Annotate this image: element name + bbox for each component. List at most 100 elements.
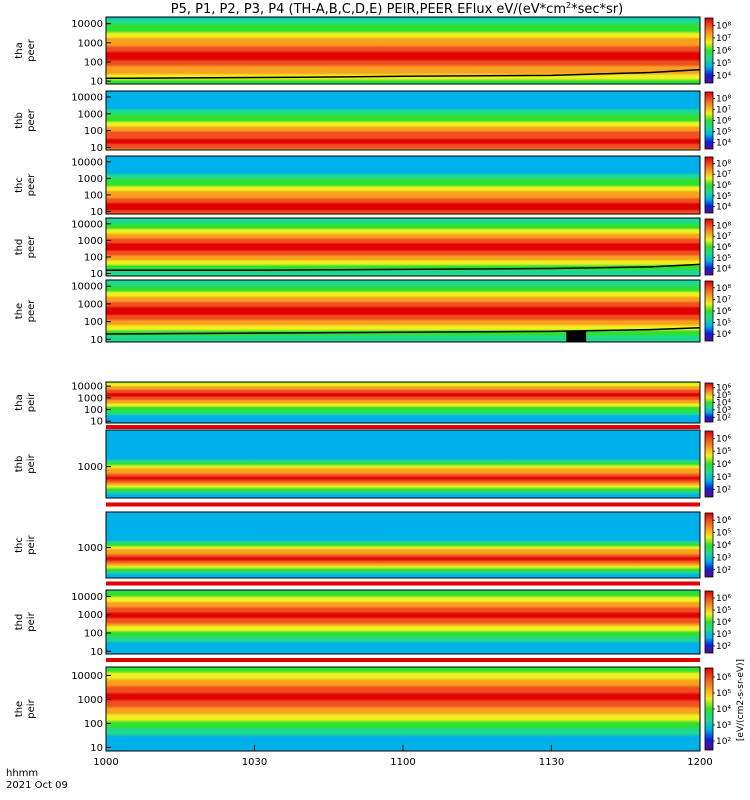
colorbar-tick-label: 10⁶ [716, 384, 731, 394]
y-tick-label: 10000 [71, 157, 103, 168]
title-superscript: 2 [566, 1, 571, 10]
x-tick-label: 1000 [93, 757, 118, 768]
colorbar-tick-label: 10³ [716, 473, 731, 483]
colorbar-tick-label: 10⁸ [716, 95, 731, 105]
x-tick-label: 1130 [539, 757, 564, 768]
y-tick-label: 10 [90, 77, 103, 88]
y-tick-label: 10000 [71, 19, 103, 30]
y-tick-label: 1000 [78, 174, 103, 185]
panel-probe-label: tha [14, 42, 25, 58]
spectrogram-thc-peir [106, 512, 700, 578]
colorbar-tick-label: 10⁴ [716, 139, 731, 149]
y-tick-label: 10 [90, 143, 103, 154]
colorbar-tick-label: 10³ [716, 553, 731, 563]
panel-probe-label: thd [14, 239, 25, 256]
panel-frame [105, 90, 701, 151]
spectrogram-the-peir [106, 667, 700, 751]
colorbar-tick-label: 10⁸ [716, 159, 731, 169]
title-suffix: *sec*sr) [571, 2, 623, 17]
y-tick-label: 100 [84, 252, 103, 263]
y-tick-label: 100 [84, 126, 103, 137]
sc-potential-line [105, 327, 701, 335]
panel-species-label: peer [26, 173, 37, 197]
title-prefix: P5, P1, P2, P3, P4 (TH-A,B,C,D,E) PEIR,P… [171, 2, 566, 17]
spectrogram-tha-peir [106, 382, 700, 423]
y-tick-label: 10 [90, 417, 103, 428]
time-axis: 1000 1030 1100 1130 1200 [93, 745, 713, 768]
colorbar-tick-label: 10⁶ [716, 117, 731, 127]
colorbar [704, 280, 714, 342]
colorbar-tick-label: 10⁷ [716, 170, 731, 180]
y-tick-label: 10000 [71, 282, 103, 293]
separator-stripe [106, 658, 700, 662]
panel-thb-peir: 1000 thb peir 10² 10³ 10⁴ 10⁵ 10⁶ [14, 429, 731, 499]
y-tick-label: 1000 [78, 393, 103, 404]
panel-probe-label: the [14, 303, 25, 319]
y-tick-label: 10000 [71, 671, 103, 682]
panel-frame [105, 279, 701, 343]
panel-species-label: peer [26, 235, 37, 259]
colorbar-tick-label: 10⁴ [716, 460, 731, 470]
colorbar [704, 382, 714, 423]
panel-probe-label: thb [14, 456, 25, 473]
colorbar-unit-label: [eV/(cm2-s-sr-eV)] [736, 659, 746, 741]
x-tick-label: 1100 [390, 757, 415, 768]
date-label: 2021 Oct 09 [6, 780, 68, 791]
y-tick-label: 10 [90, 269, 103, 280]
colorbar [704, 590, 714, 654]
colorbar-tick-label: 10⁴ [716, 399, 731, 409]
colorbar-tick-label: 10⁴ [716, 330, 731, 340]
y-tick-label: 10 [90, 743, 103, 754]
y-tick-label: 1000 [78, 462, 103, 473]
sc-potential-line [106, 263, 701, 271]
colorbar-tick-label: 10⁶ [716, 181, 731, 191]
colorbar-tick-label: 10⁷ [716, 232, 731, 242]
separator-stripe [106, 425, 700, 429]
colorbar-tick-label: 10⁷ [716, 106, 731, 116]
panel-frame [105, 429, 701, 499]
colorbar [704, 512, 714, 578]
y-tick-label: 100 [84, 57, 103, 68]
colorbar-tick-label: 10³ [716, 630, 731, 640]
colorbar-tick-label: 10⁶ [716, 594, 731, 604]
colorbar-tick-label: 10⁶ [716, 516, 731, 526]
panel-species-label: peir [26, 453, 37, 473]
colorbar-tick-label: 10⁶ [716, 673, 731, 683]
colorbar-tick-label: 10⁴ [716, 203, 731, 213]
y-tick-label: 100 [84, 719, 103, 730]
y-tick-label: 10000 [71, 219, 103, 230]
colorbar-tick-label: 10⁵ [716, 606, 731, 616]
panel-tha-peer: 10 100 1000 10000 tha peer 10⁴ 10⁵ 10⁶ 10⁷ 10⁸ [14, 16, 731, 88]
colorbar-tick-label: 10³ [716, 406, 731, 416]
spectrogram-thb-peer [106, 91, 700, 150]
colorbar-tick-label: 10⁴ [716, 618, 731, 628]
colorbar-tick-label: 10⁸ [716, 284, 731, 294]
colorbar [704, 667, 714, 751]
panel-frame [105, 381, 701, 424]
separator-stripe [106, 502, 700, 507]
colorbar-tick-label: 10⁶ [716, 434, 731, 444]
panel-frame [105, 155, 701, 215]
panel-species-label: peir [26, 611, 37, 631]
panel-thc-peir: 1000 thc peir 10² 10³ 10⁴ 10⁵ 10⁶ [14, 511, 731, 579]
panel-probe-label: thc [14, 537, 25, 553]
colorbar-tick-label: 10² [716, 737, 731, 747]
y-tick-label: 100 [84, 405, 103, 416]
y-tick-label: 100 [84, 190, 103, 201]
colorbar [704, 156, 714, 214]
colorbar-tick-label: 10⁶ [716, 307, 731, 317]
spectrogram-thd-peer [106, 218, 700, 276]
panel-the-peir: 10 100 1000 10000 the peir 10² 10³ 10⁴ 10⁵ 10⁶ [14, 666, 731, 754]
colorbar-tick-label: 10⁵ [716, 254, 731, 264]
colorbar-tick-label: 10⁵ [716, 391, 731, 401]
colorbar-tick-label: 10⁵ [716, 59, 731, 69]
colorbar-tick-label: 10⁶ [716, 47, 731, 57]
panel-species-label: peir [26, 698, 37, 718]
data-gap [566, 330, 587, 342]
y-tick-label: 10 [90, 207, 103, 218]
colorbar-tick-label: 10⁴ [716, 541, 731, 551]
panel-frame [105, 16, 701, 85]
